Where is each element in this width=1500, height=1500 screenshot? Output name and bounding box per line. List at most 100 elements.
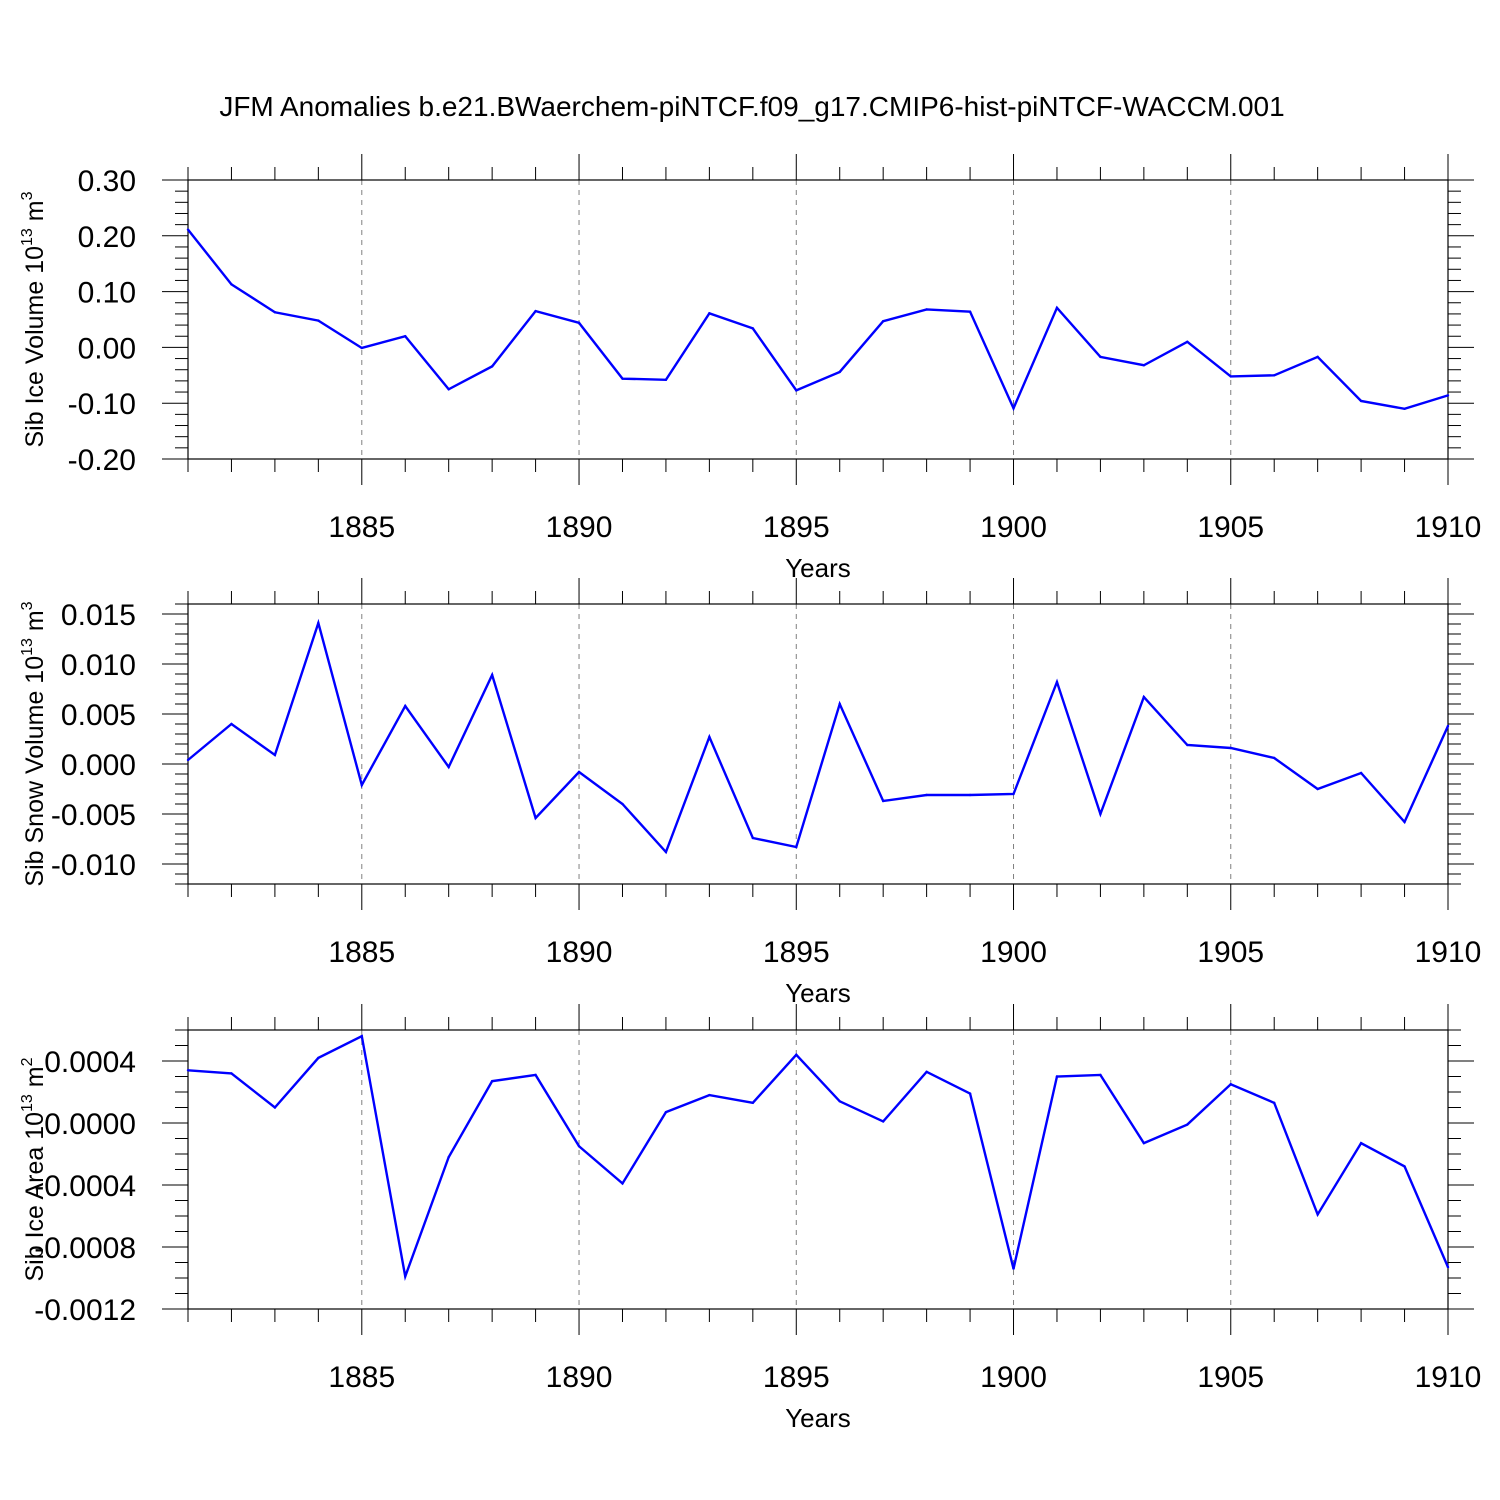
data-point [273,311,277,314]
data-point [1142,1141,1146,1145]
y-tick-label: 0.0000 [44,1108,136,1141]
y-tick-label: 0.10 [78,277,136,310]
data-point [664,850,668,854]
data-point [273,753,277,757]
y-axis-label-unit-exponent: 2 [19,1057,36,1066]
data-point [1229,1083,1232,1086]
data-point [1186,1123,1189,1126]
data-point [230,1072,233,1075]
y-axis-label: Sib Ice Area 1013 m2 [19,1057,49,1281]
data-point [1142,364,1146,367]
data-point [490,1079,494,1083]
y-tick-label: -0.20 [68,444,136,477]
data-point [230,722,233,726]
x-tick-label: 1885 [328,511,395,544]
data-point [1099,812,1102,816]
data-point [751,327,755,330]
y-tick-label: -0.10 [68,388,136,421]
y-axis-label-unit: m [21,610,49,638]
data-point [447,1155,450,1159]
plot-frame [187,1029,1449,1310]
data-point [838,370,841,374]
x-tick-label: 1895 [763,1361,830,1394]
chart-panel-3: -0.0012 -0.0008 -0.0004 0.0000 0.0004 1885 189… [19,1004,1481,1433]
y-tick-label: 0.00 [78,332,136,365]
y-tick-label: 0.000 [61,749,136,782]
y-axis-label-unit: m [21,200,49,228]
y-tick-label: -0.0004 [34,1170,136,1203]
y-axis-label: Sib Snow Volume 1013 m3 [19,601,49,886]
chart-panel-1: -0.20 -0.10 0.00 0.10 0.20 0.30 1885 1890 1895 19… [19,154,1481,583]
data-point [751,1101,755,1105]
data-point [1055,680,1059,684]
data-point [273,1106,277,1109]
data-point [708,1093,711,1097]
chart-title: JFM Anomalies b.e21.BWaerchem-piNTCF.f09… [219,91,1284,122]
y-tick-label: 0.010 [61,649,136,682]
x-tick-label: 1895 [763,936,830,969]
x-tick-label: 1900 [980,936,1047,969]
data-point [1359,771,1363,775]
data-point [1012,792,1015,796]
data-point [968,793,972,797]
data-point [968,1092,972,1095]
x-axis-label: Years [785,978,851,1008]
x-tick-label: 1890 [546,936,613,969]
data-point [447,765,450,769]
data-point [1316,1213,1319,1216]
y-tick-label: -0.010 [51,849,136,882]
data-point [577,1145,581,1148]
data-point [534,309,537,313]
y-tick-label: 0.005 [61,699,136,732]
data-point [1229,375,1232,378]
data-point [360,1035,363,1038]
x-axis-label: Years [785,1403,851,1433]
data-point [1055,306,1059,309]
data-point [621,377,624,380]
y-axis-label-unit-exponent: 3 [19,601,36,610]
x-tick-label: 1900 [980,511,1047,544]
x-tick-label: 1890 [546,1361,613,1394]
data-point [186,228,190,231]
y-axis-label-unit: m [21,1066,49,1094]
data-point [1316,355,1319,359]
data-point [1359,1141,1363,1145]
y-axis-label-base: Sib Ice Volume 10 [21,246,49,448]
data-point [490,673,494,677]
x-axis-label: Years [785,553,851,583]
data-point [577,321,581,325]
y-axis-label-exponent: 13 [19,1094,36,1112]
chart-panel-2: -0.010 -0.005 0.000 0.005 0.010 0.015 1885 1890… [19,578,1481,1008]
data-point [1359,399,1363,403]
data-point [621,1182,624,1185]
x-tick-label: 1885 [328,936,395,969]
y-tick-label: 0.0004 [44,1046,136,1079]
data-point [708,735,711,739]
series-line [187,618,1450,855]
x-tick-label: 1900 [980,1361,1047,1394]
data-point [317,1056,320,1060]
data-point [1099,1073,1102,1077]
data-point [230,283,233,286]
data-point [925,1070,928,1074]
x-tick-label: 1910 [1415,1361,1482,1394]
data-point [664,1110,668,1114]
data-point [795,1053,798,1057]
data-point [1099,355,1102,359]
data-point [1403,820,1406,824]
data-point [534,816,537,820]
data-point [1142,695,1146,699]
data-point [795,389,798,392]
data-point [708,312,711,315]
data-point [881,319,885,323]
x-tick-label: 1895 [763,511,830,544]
y-axis-label-base: Sib Snow Volume 10 [21,656,49,887]
x-tick-label: 1905 [1197,511,1264,544]
data-point [1186,743,1189,747]
data-point [621,802,624,806]
data-point [1446,724,1450,728]
y-tick-label: 0.30 [78,165,136,198]
data-point [1273,756,1276,760]
y-axis-label-exponent: 13 [19,638,36,656]
data-point [1186,340,1189,344]
